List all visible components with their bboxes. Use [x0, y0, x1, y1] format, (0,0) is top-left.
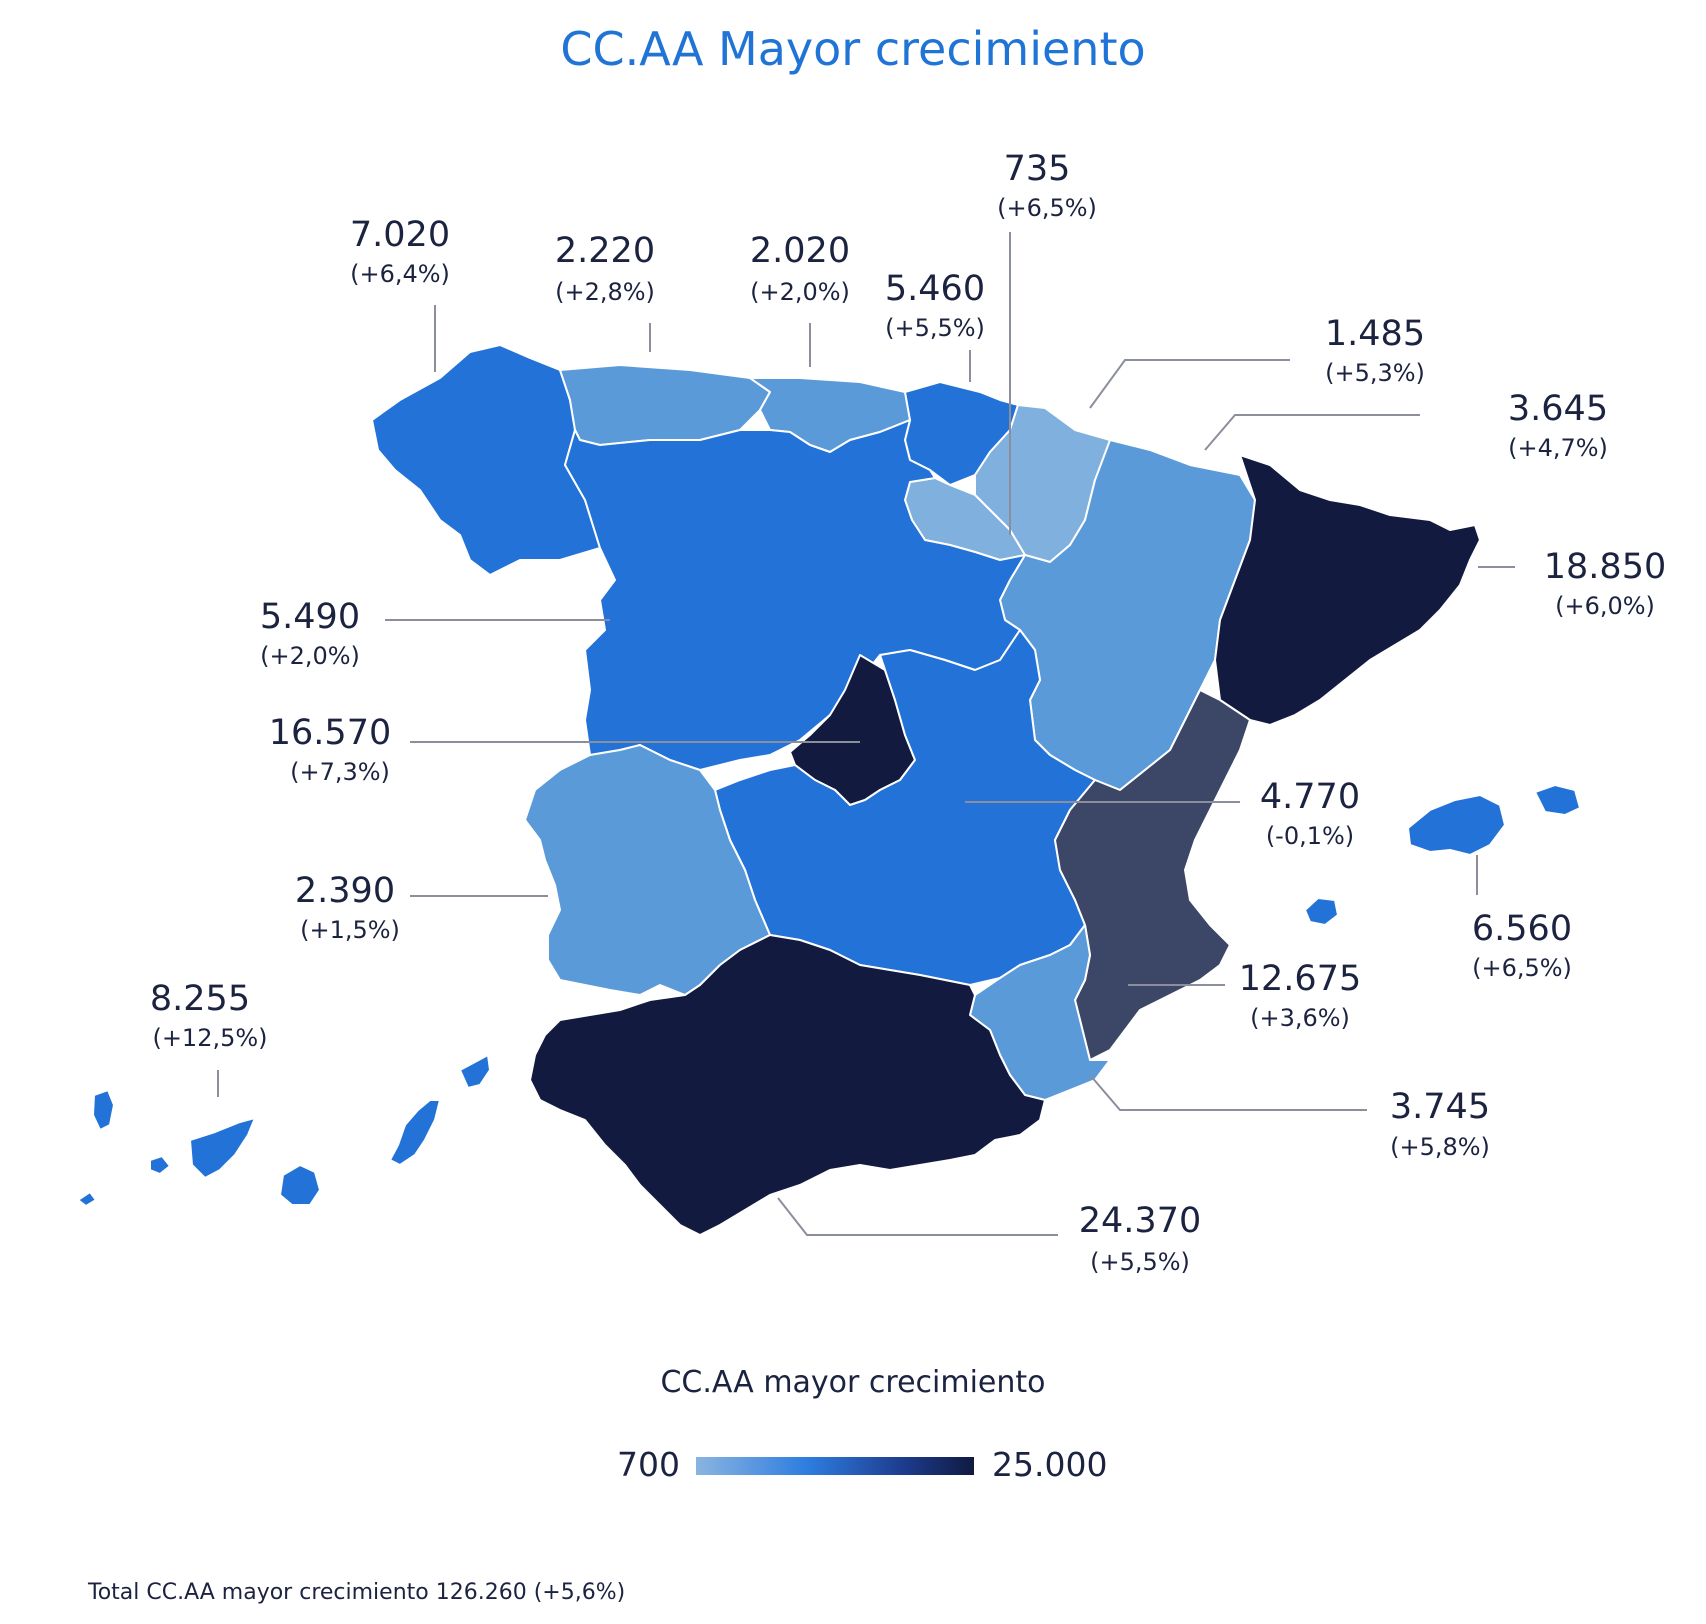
label-change-andalucia: (+5,5%) — [1090, 1248, 1190, 1276]
label-change-murcia: (+5,8%) — [1390, 1133, 1490, 1161]
region-canarias-gomera[interactable] — [149, 1155, 171, 1175]
leader-lines — [217, 232, 1515, 1236]
label-value-murcia: 3.745 — [1390, 1087, 1490, 1127]
region-castilla-leon[interactable] — [564, 419, 1026, 771]
map-title: CC.AA Mayor crecimiento — [560, 22, 1146, 76]
leader-murcia — [1089, 1074, 1367, 1111]
region-cataluna[interactable] — [1214, 454, 1481, 726]
region-canarias-tenerife[interactable] — [189, 1117, 256, 1179]
label-change-la-rioja: (+6,5%) — [997, 194, 1097, 222]
legend-title: CC.AA mayor crecimiento — [660, 1365, 1046, 1400]
legend-max-label: 25.000 — [992, 1445, 1108, 1484]
label-value-pais-vasco: 5.460 — [885, 269, 985, 309]
label-value-cataluna: 18.850 — [1544, 547, 1666, 587]
label-value-castilla-la-mancha: 4.770 — [1260, 777, 1360, 817]
label-change-madrid: (+7,3%) — [290, 758, 390, 786]
label-value-madrid: 16.570 — [269, 713, 391, 753]
label-change-cataluna: (+6,0%) — [1555, 592, 1655, 620]
legend-color-scale — [696, 1457, 974, 1475]
label-change-canarias: (+12,5%) — [152, 1024, 267, 1052]
leader-aragon — [1204, 414, 1420, 451]
region-canarias-grancanaria[interactable] — [279, 1164, 321, 1206]
label-change-aragon: (+4,7%) — [1508, 434, 1608, 462]
leader-navarra — [1089, 359, 1290, 409]
label-value-extremadura: 2.390 — [295, 871, 395, 911]
label-value-cantabria: 2.020 — [750, 231, 850, 271]
label-change-navarra: (+5,3%) — [1325, 359, 1425, 387]
label-value-la-rioja: 735 — [1004, 149, 1071, 189]
label-change-asturias: (+2,8%) — [555, 278, 655, 306]
leader-andalucia — [777, 1197, 1058, 1236]
label-value-aragon: 3.645 — [1508, 389, 1608, 429]
region-canarias-hierro[interactable] — [77, 1191, 97, 1207]
value-labels: 7.020 (+6,4%) 2.220 (+2,8%) 2.020 (+2,0%… — [150, 149, 1666, 1276]
region-baleares-mallorca[interactable] — [1407, 794, 1506, 856]
label-value-castilla-leon: 5.490 — [260, 597, 360, 637]
region-andalucia[interactable] — [529, 934, 1046, 1236]
label-value-galicia: 7.020 — [350, 215, 450, 255]
footnote-total: Total CC.AA mayor crecimiento 126.260 (+… — [88, 1580, 626, 1605]
region-canarias-fuerteventura[interactable] — [389, 1099, 441, 1166]
label-change-baleares: (+6,5%) — [1472, 954, 1572, 982]
regions — [77, 344, 1581, 1236]
region-canarias-lapalma[interactable] — [92, 1089, 115, 1131]
label-value-navarra: 1.485 — [1325, 314, 1425, 354]
label-value-canarias: 8.255 — [150, 979, 250, 1019]
label-change-pais-vasco: (+5,5%) — [885, 314, 985, 342]
label-change-valencia: (+3,6%) — [1250, 1004, 1350, 1032]
region-canarias-lanzarote[interactable] — [459, 1054, 491, 1089]
label-change-castilla-la-mancha: (-0,1%) — [1266, 822, 1354, 850]
label-change-castilla-leon: (+2,0%) — [260, 642, 360, 670]
label-value-valencia: 12.675 — [1239, 959, 1361, 999]
label-change-extremadura: (+1,5%) — [300, 916, 400, 944]
legend-min-label: 700 — [617, 1445, 680, 1484]
label-value-andalucia: 24.370 — [1079, 1201, 1201, 1241]
region-baleares-ibiza[interactable] — [1304, 897, 1339, 926]
region-extremadura[interactable] — [524, 744, 771, 996]
label-value-asturias: 2.220 — [555, 231, 655, 271]
label-change-galicia: (+6,4%) — [350, 260, 450, 288]
region-baleares-menorca[interactable] — [1534, 784, 1581, 816]
label-change-cantabria: (+2,0%) — [750, 278, 850, 306]
label-value-baleares: 6.560 — [1472, 909, 1572, 949]
